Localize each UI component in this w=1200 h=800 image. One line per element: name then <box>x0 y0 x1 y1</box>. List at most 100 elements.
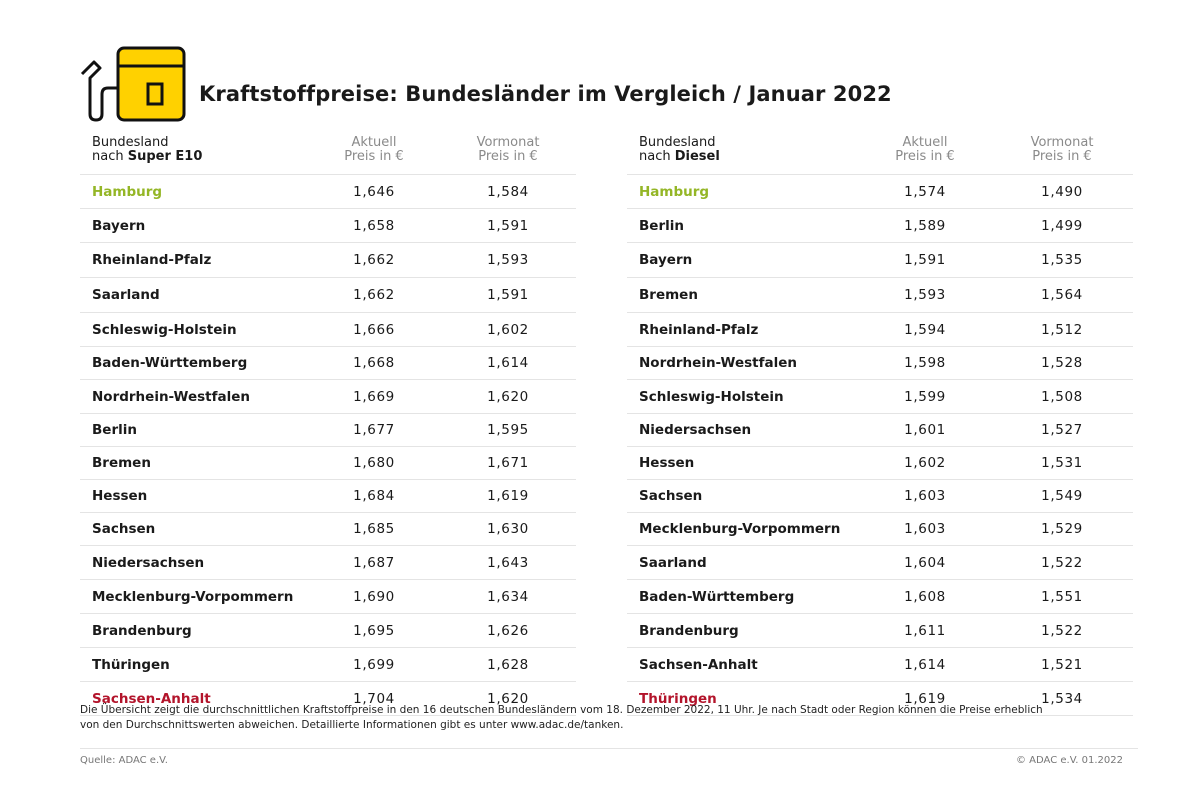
previous-price: 1,499 <box>1041 217 1083 234</box>
previous-price: 1,591 <box>487 217 529 234</box>
current-price: 1,619 <box>904 690 946 707</box>
current-price: 1,574 <box>904 183 946 200</box>
previous-price: 1,643 <box>487 554 529 571</box>
previous-price: 1,528 <box>1041 355 1083 371</box>
table-row: Sachsen-Anhalt 1,704 1,620 <box>80 682 576 716</box>
state-name: Brandenburg <box>92 622 192 639</box>
current-price: 1,704 <box>353 690 395 707</box>
state-name: Sachsen <box>639 488 703 504</box>
current-price: 1,695 <box>353 622 395 639</box>
previous-price: 1,564 <box>1041 287 1083 303</box>
previous-price: 1,527 <box>1041 422 1083 438</box>
current-price: 1,602 <box>904 455 946 471</box>
previous-price: 1,595 <box>487 422 529 438</box>
table-super-e10: Bundesland nach Super E10 Aktuell Preis … <box>80 136 576 716</box>
previous-price-header: Vormonat Preis in € <box>1030 135 1094 164</box>
state-name: Brandenburg <box>639 622 739 639</box>
table-row: Brandenburg 1,695 1,626 <box>80 614 576 648</box>
footnote: Die Übersicht zeigt die durchschnittlich… <box>80 704 1043 731</box>
previous-price: 1,614 <box>487 355 529 371</box>
state-name: Rheinland-Pfalz <box>639 321 759 338</box>
table-row: Sachsen 1,603 1,549 <box>627 480 1133 513</box>
current-price: 1,668 <box>353 355 395 371</box>
state-name: Thüringen <box>92 656 170 673</box>
state-name: Niedersachsen <box>639 422 752 438</box>
state-name: Rheinland-Pfalz <box>92 252 212 268</box>
previous-price: 1,531 <box>1041 455 1083 471</box>
table-row: Niedersachsen 1,601 1,527 <box>627 414 1133 447</box>
previous-price: 1,619 <box>487 488 529 504</box>
state-name: Thüringen <box>639 690 717 707</box>
current-price: 1,603 <box>904 521 946 537</box>
previous-price: 1,551 <box>1041 588 1083 605</box>
page-title: Kraftstoffpreise: Bundesländer im Vergle… <box>199 82 892 106</box>
current-price: 1,601 <box>904 422 946 438</box>
current-price: 1,687 <box>353 554 395 571</box>
previous-price: 1,671 <box>487 455 529 471</box>
state-name: Berlin <box>639 217 684 234</box>
current-price: 1,666 <box>353 321 395 338</box>
current-price: 1,594 <box>904 321 946 338</box>
fuel-type: Super E10 <box>127 149 203 164</box>
current-price-header: Aktuell Preis in € <box>895 135 955 164</box>
current-price: 1,611 <box>904 622 946 639</box>
table-row: Thüringen 1,619 1,534 <box>627 682 1133 716</box>
current-price: 1,598 <box>904 355 946 371</box>
table-row: Nordrhein-Westfalen 1,669 1,620 <box>80 380 576 414</box>
state-name: Mecklenburg-Vorpommern <box>92 588 294 605</box>
state-column-header: Bundesland nach Super E10 <box>92 135 203 164</box>
table-row: Berlin 1,677 1,595 <box>80 414 576 447</box>
previous-price: 1,549 <box>1041 488 1083 504</box>
state-name: Bayern <box>639 252 693 268</box>
state-name: Baden-Württemberg <box>639 588 795 605</box>
state-name: Berlin <box>92 422 137 438</box>
table-row: Nordrhein-Westfalen 1,598 1,528 <box>627 347 1133 380</box>
current-price: 1,662 <box>353 252 395 268</box>
source-label: Quelle: ADAC e.V. <box>80 755 168 766</box>
previous-price: 1,535 <box>1041 252 1083 268</box>
previous-price: 1,634 <box>487 588 529 605</box>
current-price: 1,662 <box>353 287 395 303</box>
fuel-type: Diesel <box>674 149 720 164</box>
previous-price: 1,522 <box>1041 554 1083 571</box>
table-body: Hamburg 1,646 1,584 Bayern 1,658 1,591 Rheinla… <box>80 174 576 716</box>
table-header: Bundesland nach Super E10 Aktuell Preis … <box>80 136 576 174</box>
current-price: 1,591 <box>904 252 946 268</box>
previous-price: 1,534 <box>1041 690 1083 707</box>
state-name: Sachsen-Anhalt <box>92 690 211 707</box>
previous-price: 1,593 <box>487 252 529 268</box>
state-name: Bremen <box>639 287 698 303</box>
current-price: 1,658 <box>353 217 395 234</box>
previous-price: 1,626 <box>487 622 529 639</box>
table-row: Bayern 1,658 1,591 <box>80 209 576 243</box>
current-price: 1,646 <box>353 183 395 200</box>
table-row: Saarland 1,662 1,591 <box>80 278 576 313</box>
state-column-header: Bundesland nach Diesel <box>639 135 720 164</box>
table-row: Hessen 1,602 1,531 <box>627 447 1133 480</box>
state-name: Bremen <box>92 455 151 471</box>
table-row: Thüringen 1,699 1,628 <box>80 648 576 682</box>
previous-price: 1,628 <box>487 656 529 673</box>
state-name: Nordrhein-Westfalen <box>92 388 250 405</box>
state-name: Nordrhein-Westfalen <box>639 355 797 371</box>
current-price: 1,699 <box>353 656 395 673</box>
table-diesel: Bundesland nach Diesel Aktuell Preis in … <box>627 136 1133 716</box>
previous-price: 1,602 <box>487 321 529 338</box>
previous-price: 1,521 <box>1041 656 1083 673</box>
table-row: Hamburg 1,646 1,584 <box>80 174 576 209</box>
state-name: Schleswig-Holstein <box>92 321 237 338</box>
previous-price: 1,630 <box>487 521 529 537</box>
table-row: Hessen 1,684 1,619 <box>80 480 576 513</box>
table-row: Rheinland-Pfalz 1,594 1,512 <box>627 313 1133 347</box>
state-name: Sachsen-Anhalt <box>639 656 758 673</box>
table-row: Baden-Württemberg 1,668 1,614 <box>80 347 576 380</box>
table-row: Schleswig-Holstein 1,599 1,508 <box>627 380 1133 414</box>
current-price: 1,599 <box>904 388 946 405</box>
table-row: Saarland 1,604 1,522 <box>627 546 1133 580</box>
current-price: 1,685 <box>353 521 395 537</box>
fuel-pump-icon <box>80 46 186 122</box>
previous-price: 1,508 <box>1041 388 1083 405</box>
state-name: Schleswig-Holstein <box>639 388 784 405</box>
current-price: 1,593 <box>904 287 946 303</box>
current-price: 1,677 <box>353 422 395 438</box>
